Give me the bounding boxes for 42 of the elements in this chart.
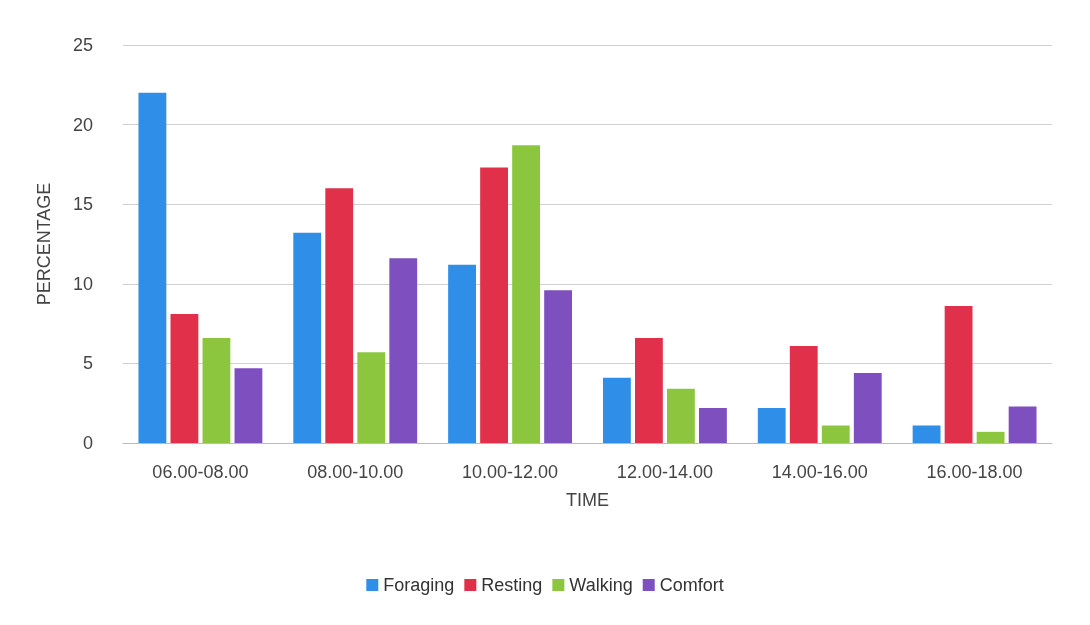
- bar: [170, 314, 199, 443]
- bar: [357, 352, 386, 443]
- bar: [293, 232, 322, 443]
- bar: [757, 407, 786, 443]
- x-tick-label: 16.00-18.00: [926, 462, 1023, 482]
- x-tick-label: 12.00-14.00: [616, 462, 713, 482]
- bar: [789, 345, 818, 443]
- bar: [944, 306, 973, 443]
- bar: [448, 264, 476, 443]
- y-tick-label: 15: [72, 194, 93, 215]
- x-tick-label: 14.00-16.00: [771, 462, 868, 482]
- bar: [699, 407, 727, 443]
- legend-label: Walking: [569, 575, 633, 595]
- bar: [544, 290, 573, 443]
- x-tick-label: 06.00-08.00: [152, 462, 249, 482]
- y-tick-label: 0: [82, 433, 93, 453]
- bar: [325, 188, 354, 443]
- bar: [853, 372, 882, 443]
- y-tick-label: 20: [72, 114, 93, 135]
- bar: [389, 258, 418, 443]
- legend-label: Resting: [481, 575, 543, 595]
- legend-label: Foraging: [383, 575, 455, 595]
- bar: [138, 92, 167, 443]
- legend-label: Comfort: [659, 575, 724, 595]
- y-tick-label: 25: [72, 35, 93, 55]
- bar: [821, 425, 850, 443]
- bar: [202, 337, 231, 443]
- bar: [667, 388, 695, 443]
- bar: [234, 368, 263, 443]
- y-tick-label: 10: [72, 273, 93, 294]
- x-tick-label: 08.00-10.00: [307, 462, 404, 482]
- x-axis-title: TIME: [566, 490, 609, 510]
- x-tick-label: 10.00-12.00: [462, 462, 559, 482]
- bar: [634, 337, 663, 443]
- bar: [912, 425, 941, 443]
- y-tick-label: 5: [82, 353, 93, 374]
- y-axis-title: PERCENTAGE: [34, 182, 54, 306]
- bar: [602, 377, 631, 443]
- bar: [512, 145, 541, 443]
- bar: [480, 167, 508, 443]
- bar: [976, 431, 1005, 443]
- bar: [1008, 406, 1037, 443]
